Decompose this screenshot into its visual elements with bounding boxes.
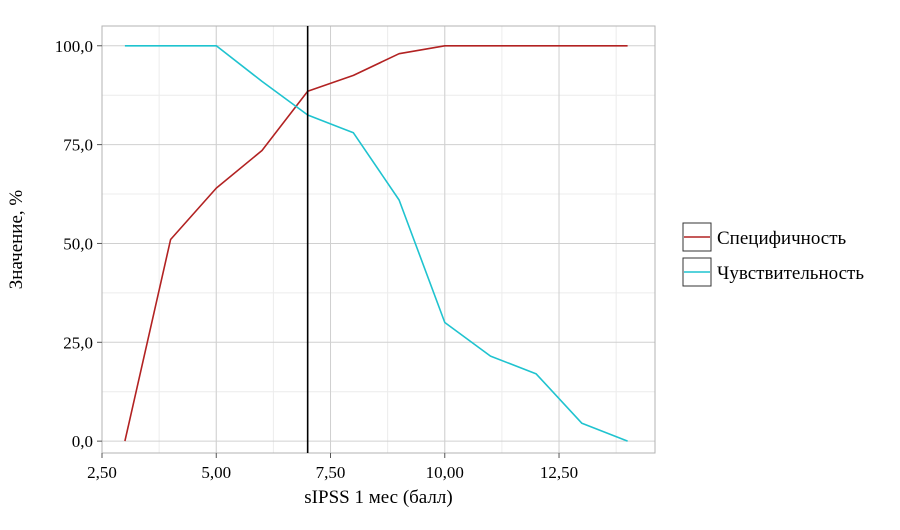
grid [101,26,655,453]
x-tick-label: 2,50 [87,463,117,482]
legend: Специфичность Чувствительность [682,222,864,287]
y-tick-label: 75,0 [63,136,93,155]
y-tick-label: 100,0 [55,37,93,56]
y-tick-label: 0,0 [72,432,93,451]
series-line-1 [124,44,628,442]
legend-label: Специфичность [717,228,847,249]
series [124,44,628,442]
x-tick-label: 5,00 [201,463,231,482]
x-tick-label: 12,50 [540,463,578,482]
y-tick-label: 50,0 [63,234,93,253]
y-tick-label: 25,0 [63,333,93,352]
x-tick-label: 10,00 [426,463,464,482]
y-axis-title: Значение, % [6,190,27,290]
plot-frame [101,25,656,454]
legend-label: Чувствительность [717,263,864,284]
series-line-2 [124,44,628,442]
x-tick-label: 7,50 [316,463,346,482]
axes: 2,50 5,00 7,50 10,00 12,50 0,0 25,0 50,0 75,0 100… [55,37,578,482]
x-axis-title: sIPSS 1 мес (балл) [304,487,452,508]
